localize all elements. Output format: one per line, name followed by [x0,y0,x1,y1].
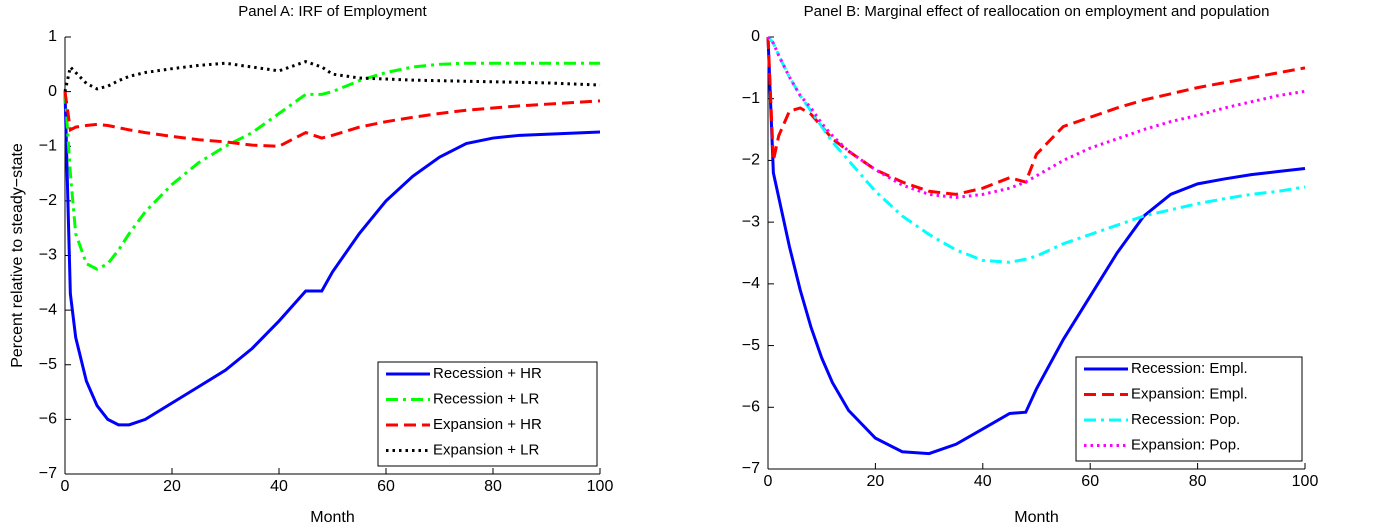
y-tick-label: 0 [751,28,760,45]
series-line [63,91,601,427]
x-axis-label: Month [1014,509,1058,526]
y-tick-label: −1 [39,137,57,154]
y-tick-label: −2 [742,152,760,169]
chart-title: Panel A: IRF of Employment [238,3,427,20]
y-tick-label: −7 [39,465,57,482]
y-axis-label: Percent relative to steady−state [9,143,26,368]
legend: Recession: Empl. Expansion: Empl. Recessio… [1075,356,1303,462]
legend-label: Expansion + HR [433,416,542,433]
x-tick-label: 100 [587,478,614,495]
x-tick-label: 20 [163,478,181,495]
series-line [63,91,601,148]
legend-label: Recession: Pop. [1131,411,1240,428]
legend-label: Expansion: Empl. [1131,385,1248,402]
x-tick-label: 20 [867,473,885,490]
legend-label: Recession: Empl. [1131,360,1248,377]
x-tick-label: 80 [1189,473,1207,490]
x-tick-label: 60 [377,478,395,495]
legend-box [1075,356,1303,462]
legend-label: Recession + HR [433,365,542,382]
x-tick-label: 40 [974,473,992,490]
chart-title: Panel B: Marginal effect of reallocation… [804,3,1270,20]
series-line [766,36,1306,199]
y-tick-label: −2 [39,192,57,209]
x-tick-label: 100 [1292,473,1319,490]
legend-label: Expansion + LR [433,441,539,458]
y-tick-label: −6 [39,411,57,428]
x-tick-label: 80 [484,478,502,495]
y-tick-label: −5 [742,337,760,354]
legend-label: Recession + LR [433,390,539,407]
legend: Recession + HR Recession + LR Expansion + … [377,361,598,467]
y-tick-label: −5 [39,356,57,373]
y-tick-label: −4 [39,301,57,318]
y-tick-label: 1 [48,28,57,45]
x-tick-label: 60 [1081,473,1099,490]
y-tick-label: −4 [742,275,760,292]
y-tick-label: −6 [742,399,760,416]
legend-label: Expansion: Pop. [1131,436,1240,453]
x-tick-label: 0 [764,473,773,490]
x-axis-label: Month [310,509,354,526]
panel: Panel B: Marginal effect of reallocation… [742,3,1319,526]
y-tick-label: −3 [742,213,760,230]
y-tick-label: −1 [742,90,760,107]
y-tick-label: −3 [39,247,57,264]
series-line [766,36,1306,264]
series-line [63,61,600,271]
panel: Panel A: IRF of Employment 0 20 40 60 80 100 −7… [9,3,613,526]
y-tick-label: −7 [742,460,760,477]
series-line [766,36,1306,196]
y-tick-label: 0 [48,83,57,100]
legend-box [377,361,598,467]
x-tick-label: 40 [270,478,288,495]
x-tick-label: 0 [61,478,70,495]
series-line [766,36,1306,456]
series-line [63,59,601,92]
